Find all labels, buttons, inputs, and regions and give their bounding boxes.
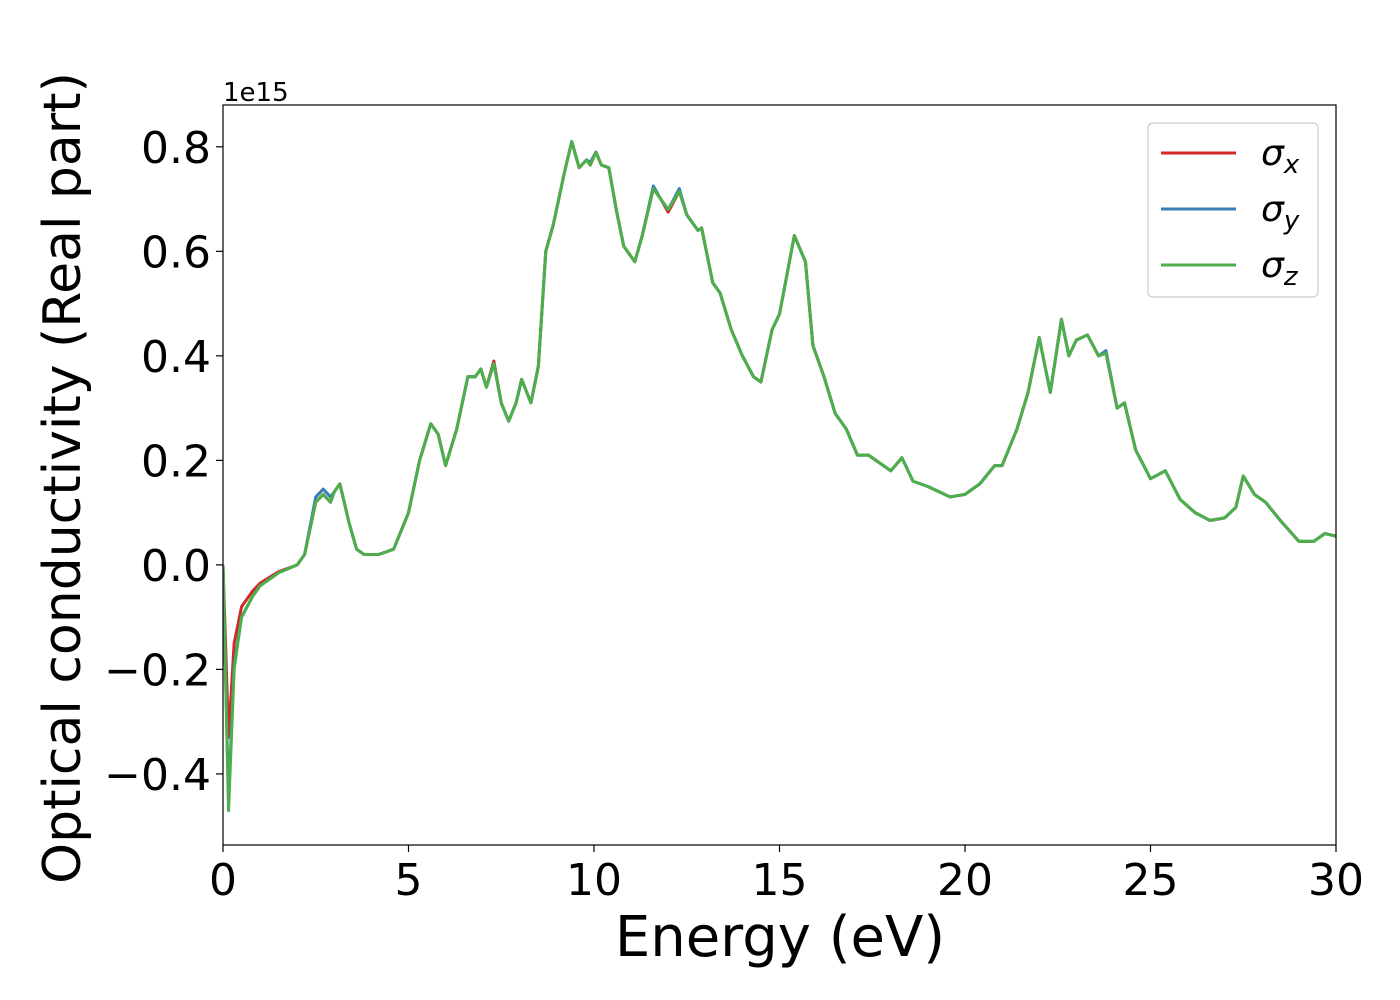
y-tick-label: −0.2 [104,645,211,696]
y-offset-label: 1e15 [223,78,289,108]
y-tick-label: 0.2 [141,436,211,487]
x-tick-label: 20 [937,855,993,906]
x-tick-label: 5 [395,855,423,906]
x-tick-label: 10 [566,855,622,906]
y-tick-label: 0.0 [141,541,211,592]
legend-label: σy [1261,189,1300,236]
y-tick-label: 0.4 [141,332,211,383]
x-tick-label: 25 [1123,855,1179,906]
x-tick-label: 15 [752,855,808,906]
data-line [223,140,1336,813]
x-tick-label: 30 [1308,855,1364,906]
plot-frame [222,104,1337,846]
x-axis-label: Energy (eV) [615,905,945,970]
x-tick-label: 0 [209,855,237,906]
y-tick-label: 0.6 [141,227,211,278]
y-tick-label: −0.4 [104,750,211,801]
y-axis-label: Optical conductivity (Real part) [33,72,93,884]
y-tick-label: 0.8 [141,123,211,174]
legend-label: σx [1261,133,1300,180]
legend-label: σz [1261,245,1299,292]
